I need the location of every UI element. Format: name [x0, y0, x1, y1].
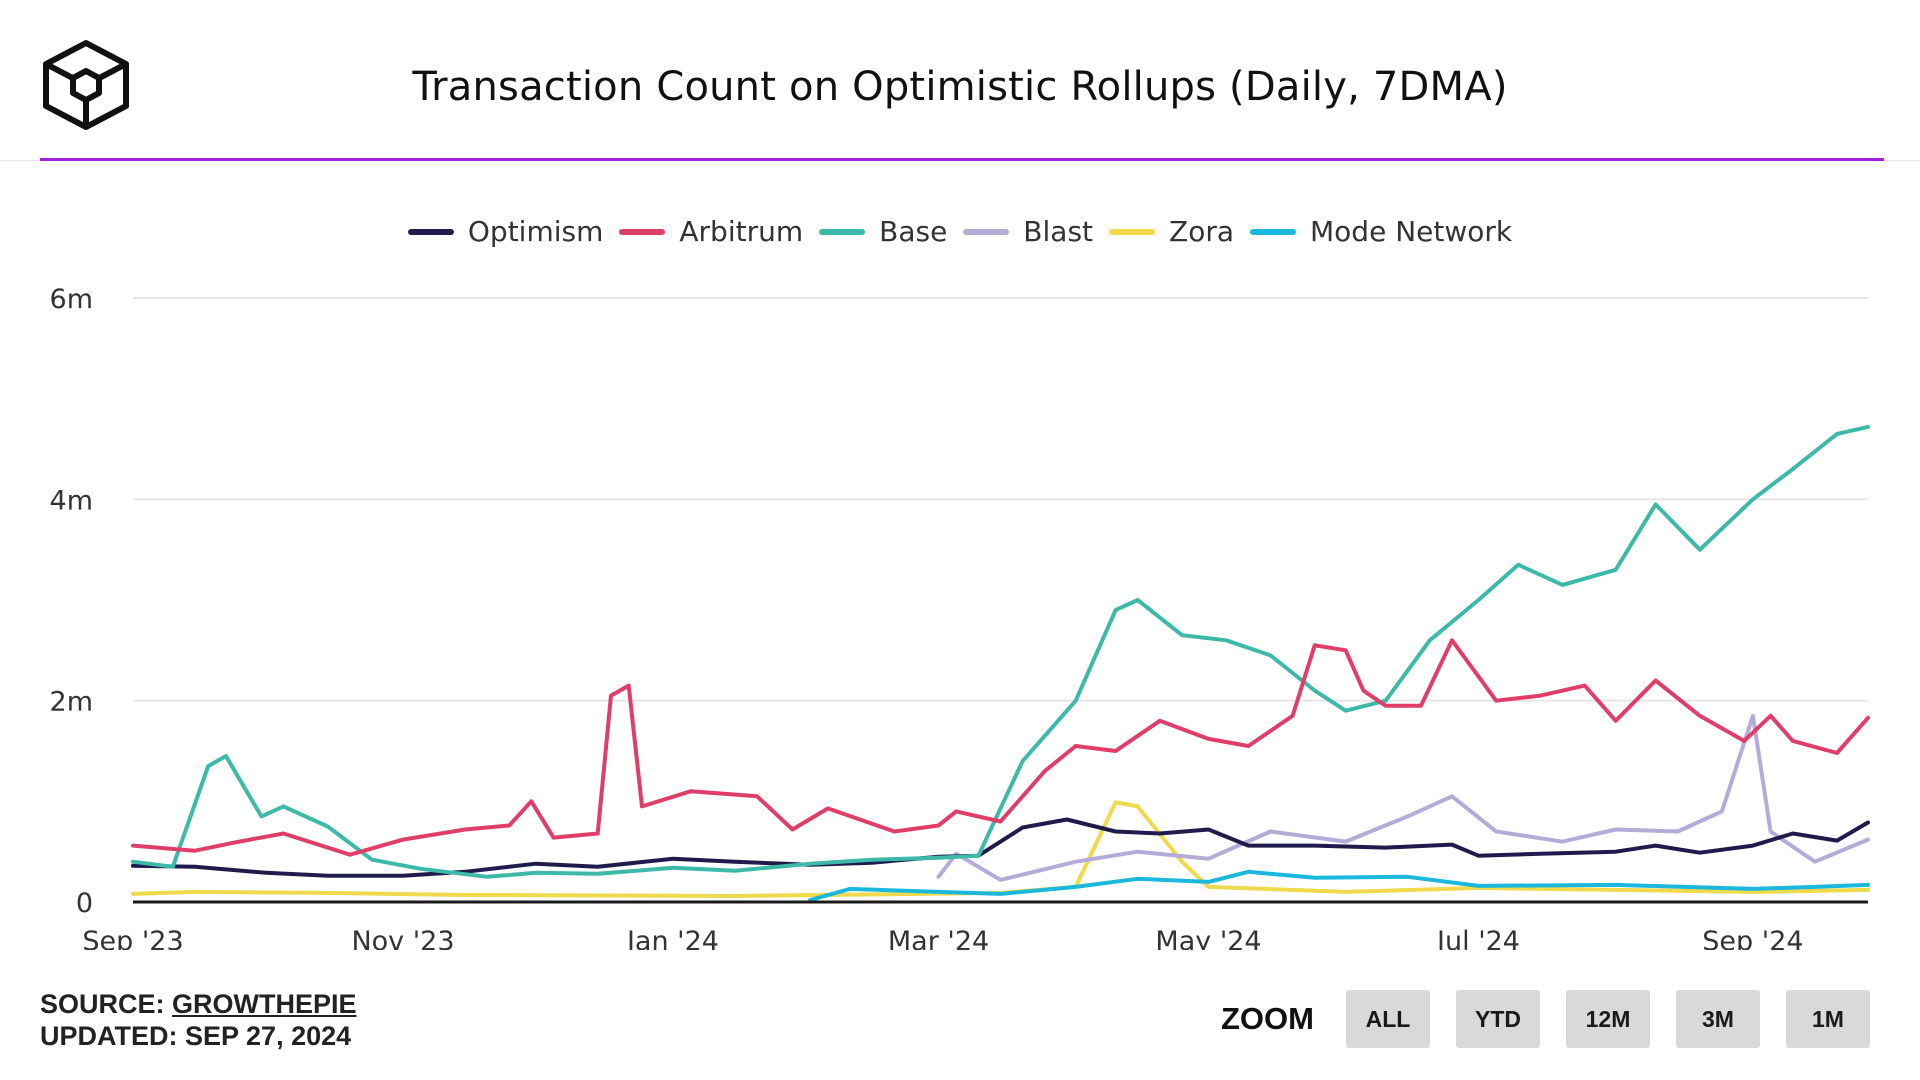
- zoom-all-button[interactable]: ALL: [1346, 990, 1430, 1048]
- legend-swatch: [819, 228, 866, 235]
- legend-swatch: [1109, 228, 1156, 235]
- series-line-mode-network: [808, 869, 1870, 902]
- legend-item-mode-network[interactable]: Mode Network: [1250, 215, 1512, 248]
- growthepie-logo: [43, 40, 129, 130]
- series-line-arbitrum: [131, 638, 1870, 857]
- legend-swatch: [407, 228, 454, 235]
- legend-item-zora[interactable]: Zora: [1109, 215, 1234, 248]
- source-line: SOURCE: GROWTHEPIE: [40, 988, 357, 1020]
- zoom-label: ZOOM: [1221, 1001, 1314, 1036]
- series-line-base: [131, 424, 1870, 879]
- chart-legend: Optimism Arbitrum Base Blast Zora Mode Networ…: [0, 215, 1920, 248]
- legend-label: Blast: [1023, 215, 1094, 248]
- zoom-12m-button[interactable]: 12M: [1566, 990, 1650, 1048]
- chart-title: Transaction Count on Optimistic Rollups …: [412, 64, 1508, 110]
- series-line-optimism: [131, 817, 1870, 878]
- y-tick-label: 4m: [50, 485, 93, 516]
- zoom-1m-button[interactable]: 1M: [1786, 990, 1870, 1048]
- legend-label: Optimism: [467, 215, 604, 248]
- x-tick-label: May '24: [1155, 926, 1261, 950]
- legend-item-arbitrum[interactable]: Arbitrum: [619, 215, 803, 248]
- legend-label: Mode Network: [1310, 215, 1513, 248]
- legend-label: Zora: [1169, 215, 1234, 248]
- source-block: SOURCE: GROWTHEPIE UPDATED: SEP 27, 2024: [40, 988, 357, 1052]
- x-tick-label: Mar '24: [888, 926, 989, 950]
- header-divider: [40, 158, 1884, 161]
- updated-date: UPDATED: SEP 27, 2024: [40, 1021, 352, 1051]
- line-chart: 0 2m 4m 6m Sep '23 Nov '23 Jan '24 Mar '24 May '…: [50, 284, 1870, 950]
- series-line-zora: [131, 800, 1870, 898]
- x-tick-label: Sep '24: [1702, 926, 1803, 950]
- legend-swatch: [963, 228, 1010, 235]
- legend-swatch: [1250, 228, 1296, 235]
- legend-item-optimism[interactable]: Optimism: [407, 215, 604, 248]
- legend-label: Base: [879, 215, 948, 248]
- zoom-ytd-button[interactable]: YTD: [1456, 990, 1540, 1048]
- source-link[interactable]: GROWTHEPIE: [172, 989, 357, 1019]
- source-prefix: SOURCE:: [40, 989, 173, 1019]
- y-tick-label: 2m: [50, 687, 93, 718]
- legend-item-base[interactable]: Base: [819, 215, 947, 248]
- x-tick-label: Sep '23: [82, 926, 183, 950]
- legend-label: Arbitrum: [679, 215, 804, 248]
- zoom-3m-button[interactable]: 3M: [1676, 990, 1760, 1048]
- y-tick-label: 6m: [50, 284, 93, 315]
- legend-item-blast[interactable]: Blast: [963, 215, 1093, 248]
- x-tick-label: Nov '23: [351, 926, 454, 950]
- y-tick-label: 0: [76, 888, 93, 919]
- x-tick-label: Jan '24: [625, 926, 719, 950]
- x-tick-label: Jul '24: [1435, 926, 1520, 950]
- zoom-controls: ZOOM ALL YTD 12M 3M 1M: [1221, 990, 1870, 1048]
- legend-swatch: [619, 228, 666, 235]
- series-line-blast: [936, 713, 1870, 882]
